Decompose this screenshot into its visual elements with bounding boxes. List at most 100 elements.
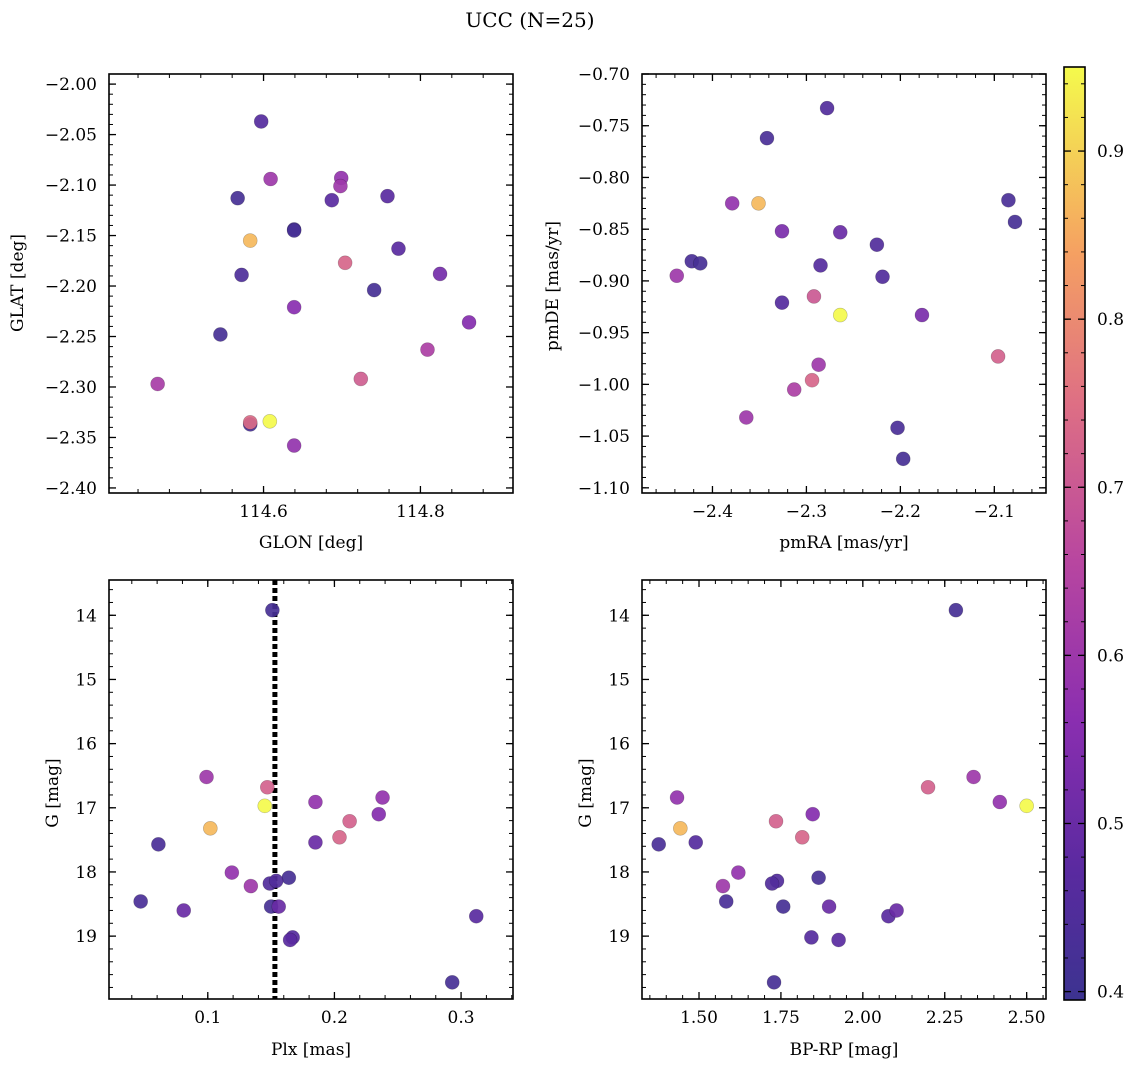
pmra-pmde-point <box>806 289 822 304</box>
pmra-pmde-point <box>751 196 766 211</box>
bprp-g-point <box>831 932 846 948</box>
glon-glat-y-tick-label: −2.30 <box>45 378 97 398</box>
glon-glat-point <box>242 415 258 430</box>
bprp-g-point <box>821 899 837 914</box>
glon-glat-y-tick-label: −2.35 <box>45 428 97 448</box>
glat-axis-label: GLAT [deg] <box>8 234 28 332</box>
pmra-pmde-point <box>819 100 835 116</box>
glon-glat-scatter-panel: 114.6 114.8 −2.40 −2.35 −2.30 −2.25 −2.20 −2.15… <box>8 73 514 553</box>
bprp-g-point <box>948 602 964 618</box>
plx-g-y-tick-label: 19 <box>75 927 97 947</box>
bprp-g-ticks: 1.50 1.75 2.00 2.25 2.50 14 15 16 17 18 19 <box>608 580 1046 1028</box>
plx-g-y-tick-label: 14 <box>75 606 97 626</box>
pmra-pmde-x-tick-label: −2.3 <box>786 502 827 522</box>
plx-g-axes-frame <box>108 579 514 1000</box>
pmra-pmde-y-tick-label: −1.05 <box>578 427 630 447</box>
bprp-g-y-tick-label: 19 <box>608 927 630 947</box>
pmra-pmde-point <box>890 420 905 436</box>
pmra-pmde-point <box>786 382 802 397</box>
glon-glat-y-tick-label: −2.10 <box>45 176 97 196</box>
pmra-pmde-y-tick-label: −0.90 <box>578 272 630 292</box>
glon-glat-point <box>391 241 406 256</box>
pmra-pmde-point <box>774 295 790 310</box>
pmra-pmde-axes-frame <box>641 73 1047 494</box>
glon-glat-point <box>262 414 278 429</box>
bprp-g-x-tick-label: 1.50 <box>680 1008 718 1028</box>
glon-axis-label: GLON [deg] <box>259 533 363 553</box>
glon-glat-point <box>242 233 258 248</box>
plx-g-x-tick-label: 0.3 <box>448 1008 475 1028</box>
plx-g-point <box>257 798 273 814</box>
pmra-pmde-y-tick-label: −0.80 <box>578 168 630 188</box>
plx-g-point <box>308 835 323 850</box>
bprp-g-y-tick-label: 16 <box>608 735 630 755</box>
pmra-pmde-point <box>669 268 685 284</box>
bprp-g-point <box>805 806 821 822</box>
glon-glat-point <box>286 438 302 453</box>
glon-glat-point <box>337 255 353 271</box>
pmra-pmde-y-tick-label: −1.10 <box>578 479 630 499</box>
bprp-g-point <box>966 769 981 785</box>
colorbar-frame <box>1063 66 1086 1001</box>
glon-glat-x-tick-label: 114.8 <box>396 502 445 522</box>
plx-g-point <box>203 821 218 836</box>
plx-g-y-tick-label: 17 <box>75 799 97 819</box>
pmra-pmde-point <box>1001 192 1016 208</box>
bprp-g-point <box>731 865 746 880</box>
pmra-pmde-y-tick-label: −1.00 <box>578 375 630 395</box>
glon-glat-point <box>333 178 348 194</box>
bprp-g-point <box>889 903 904 918</box>
bprp-g-y-tick-label: 14 <box>608 606 630 626</box>
glon-glat-point <box>380 188 395 204</box>
plx-g-y-tick-label: 18 <box>75 863 97 883</box>
plx-axis-label: Plx [mas] <box>271 1040 351 1060</box>
bprp-g-point <box>1019 798 1034 814</box>
bprp-g-x-tick-label: 2.50 <box>1008 1008 1046 1028</box>
glon-glat-y-tick-label: −2.05 <box>45 126 97 146</box>
colorbar-tick-label: 0.7 <box>1097 478 1124 498</box>
pmra-pmde-y-tick-label: −0.85 <box>578 220 630 240</box>
plx-g-points <box>133 580 484 999</box>
glon-glat-x-tick-label: 114.6 <box>239 502 288 522</box>
glon-glat-point <box>263 171 278 187</box>
glon-glat-point <box>420 342 435 357</box>
plx-g-point <box>199 769 214 785</box>
pmra-pmde-point <box>759 130 775 146</box>
plx-g-point <box>282 932 298 948</box>
pmra-pmde-point <box>895 451 911 467</box>
bprp-g-point <box>764 876 780 891</box>
glon-glat-axes-frame <box>108 73 514 494</box>
pmra-pmde-point <box>875 269 890 285</box>
pmra-pmde-point <box>832 307 848 323</box>
cmd-g-axis-label: G [mag] <box>576 758 596 827</box>
plx-g-point <box>151 837 166 852</box>
glon-glat-y-tick-label: −2.00 <box>45 75 97 95</box>
plx-g-x-tick-label: 0.2 <box>321 1008 348 1028</box>
plx-g-ticks: 0.1 0.2 0.3 14 15 16 17 18 19 <box>75 580 513 1028</box>
pmra-pmde-x-tick-label: −2.4 <box>692 502 733 522</box>
glon-glat-point <box>230 190 245 206</box>
glon-glat-y-tick-label: −2.15 <box>45 227 97 247</box>
plx-g-scatter-panel: 0.1 0.2 0.3 14 15 16 17 18 19 Plx [mas] G [mag] <box>43 579 514 1060</box>
colorbar-ticks: 0.4 0.5 0.6 0.7 0.8 0.9 <box>1064 83 1124 1003</box>
pmra-pmde-point <box>692 256 708 271</box>
pmra-pmde-point <box>738 410 754 425</box>
glon-glat-point <box>213 327 228 342</box>
plx-g-point <box>260 779 275 795</box>
colorbar-tick-label: 0.6 <box>1097 646 1124 666</box>
bprp-g-point <box>688 835 704 850</box>
plx-g-point <box>468 908 484 924</box>
plx-g-point <box>224 865 240 880</box>
pmra-pmde-point <box>804 372 820 388</box>
glon-glat-point <box>234 267 249 283</box>
pmra-pmde-x-tick-label: −2.1 <box>974 502 1015 522</box>
glon-glat-point <box>324 192 340 208</box>
pmra-pmde-point <box>774 223 790 239</box>
colorbar-gradient <box>1064 67 1085 1000</box>
plx-g-point <box>133 894 148 909</box>
glon-glat-point <box>432 266 448 282</box>
bprp-g-point <box>768 813 784 829</box>
plx-g-point <box>265 602 280 618</box>
bprp-g-x-tick-label: 1.75 <box>762 1008 800 1028</box>
glon-glat-ticks: 114.6 114.8 −2.40 −2.35 −2.30 −2.25 −2.20 −2.15… <box>45 73 513 522</box>
